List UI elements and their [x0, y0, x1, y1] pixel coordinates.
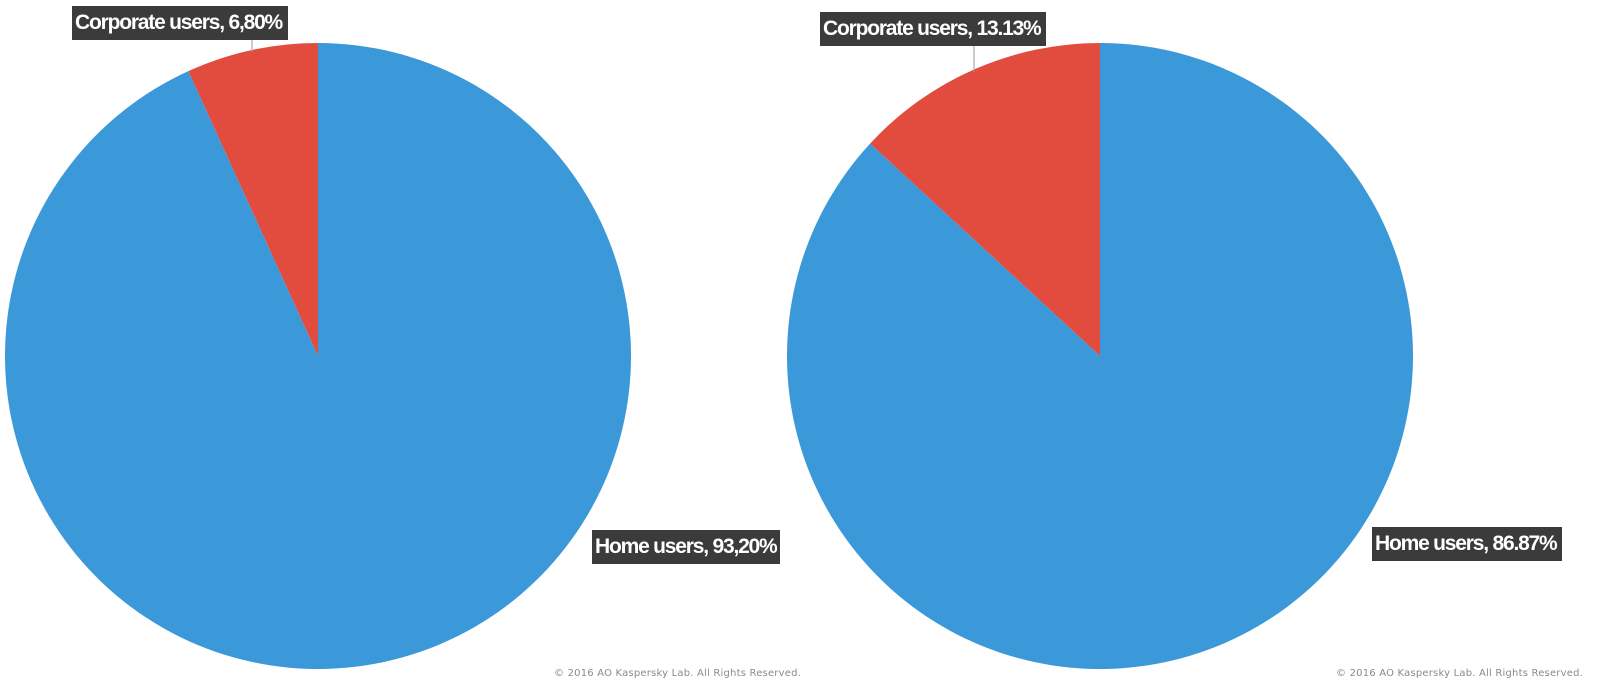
pie-svg-left	[5, 40, 632, 669]
slice-label-corporate: Corporate users, 6,80%	[72, 6, 288, 40]
pie-slice-home-users	[5, 43, 632, 669]
pie-chart-left: Corporate users, 6,80% Home users, 93,20…	[5, 6, 802, 679]
pie-slice-corporate-users	[188, 43, 318, 356]
pie-svg-right	[787, 43, 1413, 669]
slice-label-corporate: Corporate users, 13.13%	[820, 12, 1046, 46]
copyright-text: © 2016 AO Kaspersky Lab. All Rights Rese…	[554, 668, 802, 679]
slice-label-home: Home users, 93,20%	[592, 530, 780, 564]
pie-slice-corporate-users	[870, 43, 1100, 356]
copyright-text: © 2016 AO Kaspersky Lab. All Rights Rese…	[1336, 668, 1584, 679]
slice-label-home: Home users, 86.87%	[1372, 527, 1562, 561]
pie-slice-home-users	[787, 43, 1413, 669]
pie-chart-right: Corporate users, 13.13% Home users, 86.8…	[787, 0, 1602, 687]
